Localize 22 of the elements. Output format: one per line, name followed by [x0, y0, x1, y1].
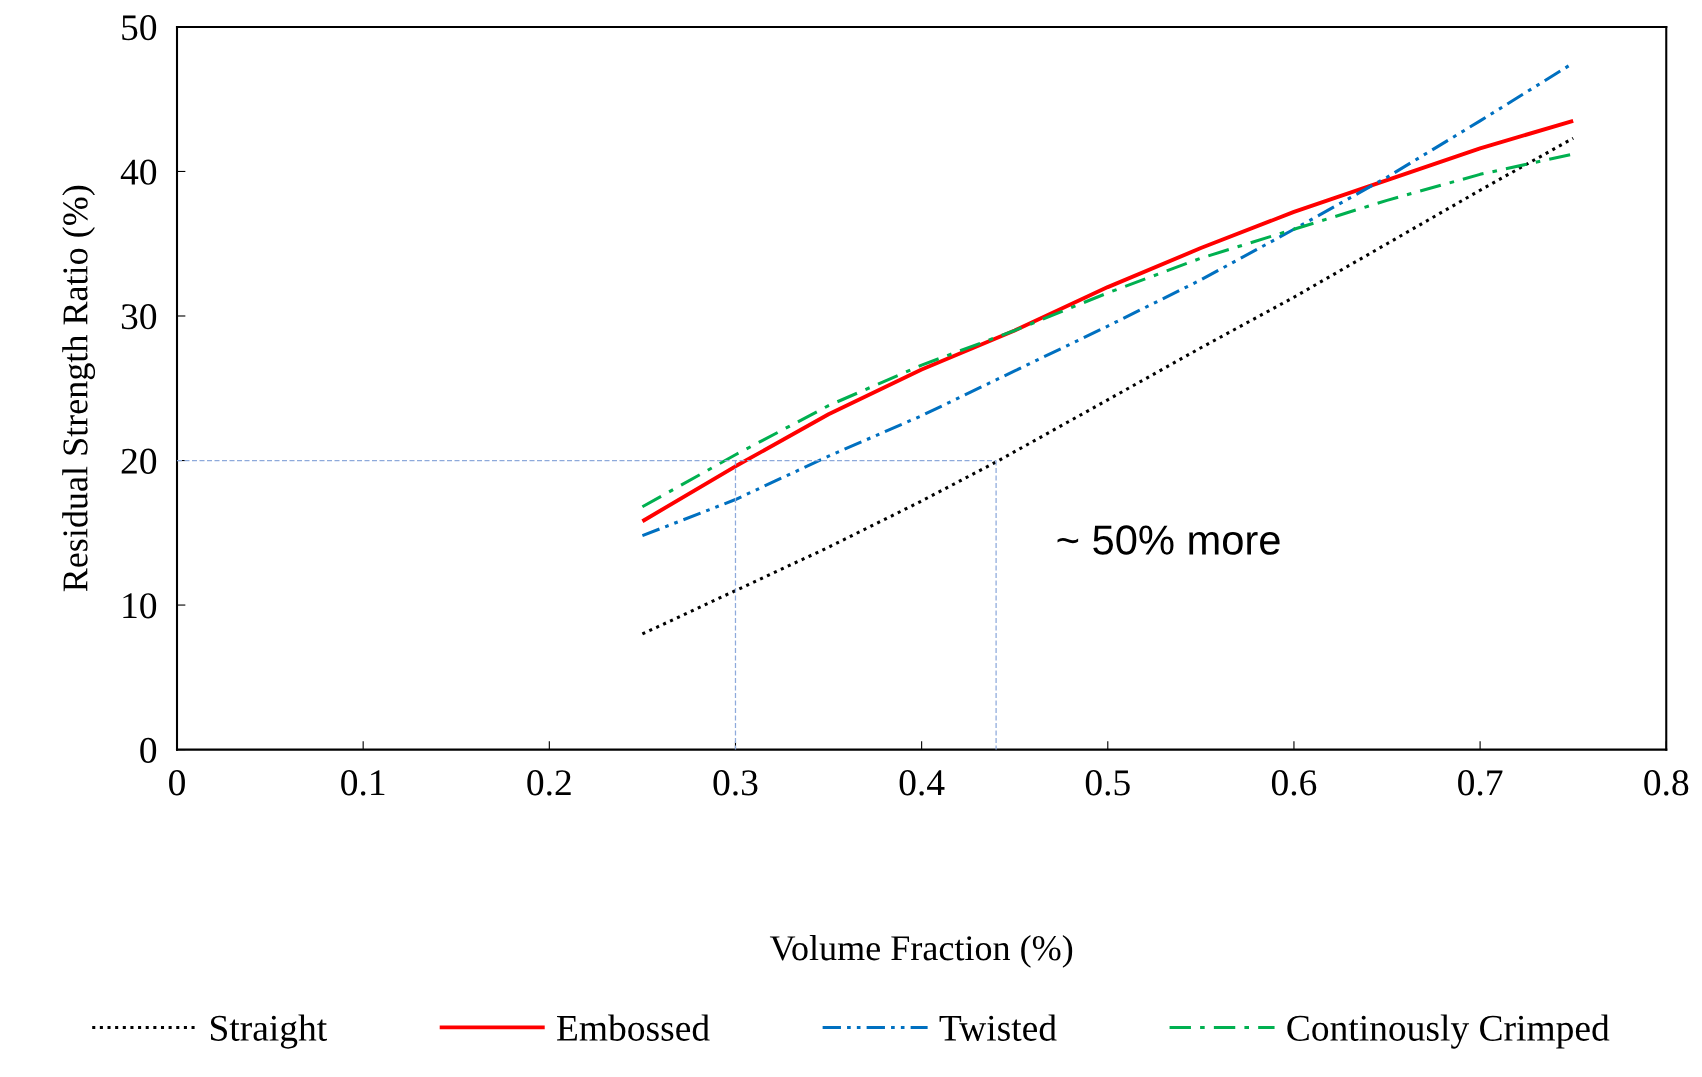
x-tick-label: 0.2 — [527, 770, 571, 796]
y-tick-label: 20 — [121, 448, 157, 474]
y-tick-label: 40 — [120, 159, 157, 185]
legend-label: Continously Crimped — [1287, 1014, 1610, 1049]
legend-label: Embossed — [557, 1014, 710, 1041]
x-tick-label: 0 — [169, 770, 185, 796]
x-tick-label: 0.7 — [1458, 770, 1503, 796]
annotation: ~ 50% more — [1057, 525, 1280, 555]
legend-label: Straight — [210, 1014, 327, 1049]
y-tick-label: 0 — [140, 737, 157, 763]
x-tick-label: 0.3 — [713, 770, 758, 796]
x-tick-label: 0.8 — [1644, 770, 1689, 796]
y-tick-label: 30 — [121, 304, 157, 330]
x-axis-title: Volume Fraction (%) — [769, 934, 1073, 968]
y-tick-label: 10 — [123, 593, 157, 619]
legend-label: Twisted — [939, 1014, 1057, 1041]
x-tick-label: 0.5 — [1085, 770, 1130, 796]
x-tick-label: 0.6 — [1271, 770, 1317, 796]
y-tick-label: 50 — [122, 15, 157, 41]
x-tick-label: 0.1 — [341, 770, 385, 796]
y-axis-title: Residual Strength Ratio (%) — [62, 185, 96, 592]
x-tick-label: 0.4 — [899, 770, 945, 796]
